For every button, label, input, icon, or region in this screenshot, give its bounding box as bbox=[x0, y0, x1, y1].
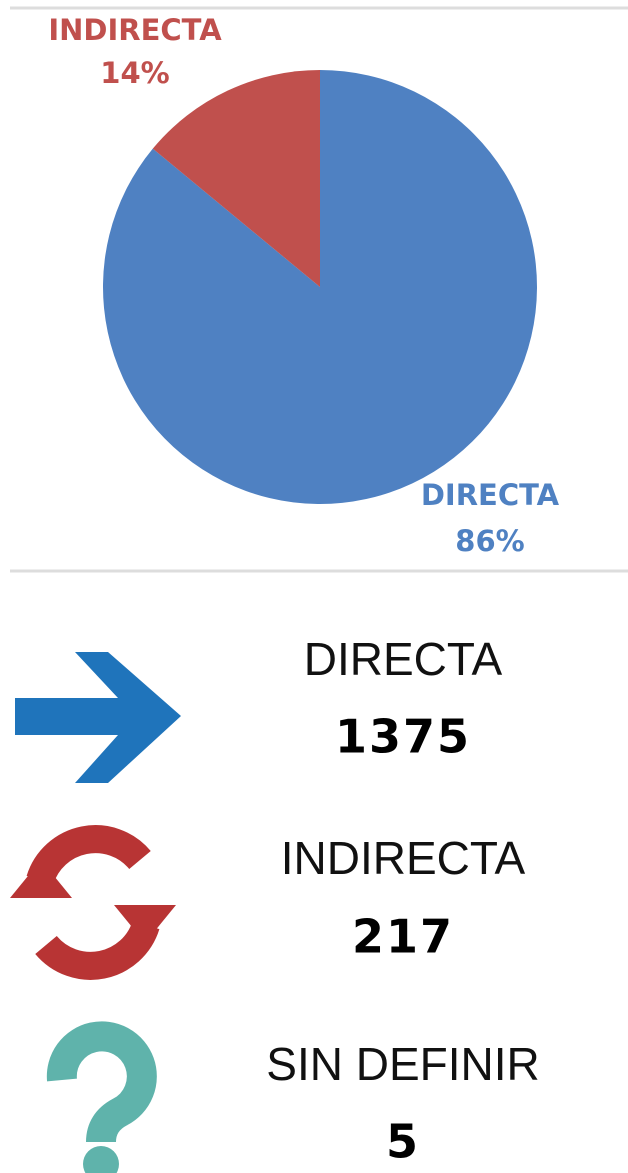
slice-value-label: 86% bbox=[455, 524, 524, 558]
stats-list: DIRECTA 1375 INDIRECTA 217 SIN DEFINIR 5 bbox=[266, 633, 539, 1168]
pie-slice bbox=[152, 70, 320, 287]
stat-label: INDIRECTA bbox=[281, 832, 526, 884]
question-dot bbox=[83, 1146, 119, 1173]
stat-label: SIN DEFINIR bbox=[266, 1038, 539, 1090]
slice-label: DIRECTA bbox=[421, 478, 560, 512]
stat-label: DIRECTA bbox=[304, 633, 503, 685]
slice-label: INDIRECTA bbox=[48, 13, 222, 47]
refresh-arrowhead bbox=[114, 905, 176, 943]
refresh-arrowhead bbox=[10, 860, 72, 898]
slice-value-label: 14% bbox=[100, 56, 169, 90]
refresh-icon bbox=[26, 825, 160, 980]
stat-value: 217 bbox=[352, 910, 454, 964]
pie-chart: DIRECTA 86% INDIRECTA 14% bbox=[48, 13, 559, 558]
arrow-icon bbox=[15, 652, 181, 783]
stat-value: 5 bbox=[386, 1115, 420, 1169]
stat-value: 1375 bbox=[335, 710, 471, 764]
question-icon bbox=[46, 1021, 157, 1143]
